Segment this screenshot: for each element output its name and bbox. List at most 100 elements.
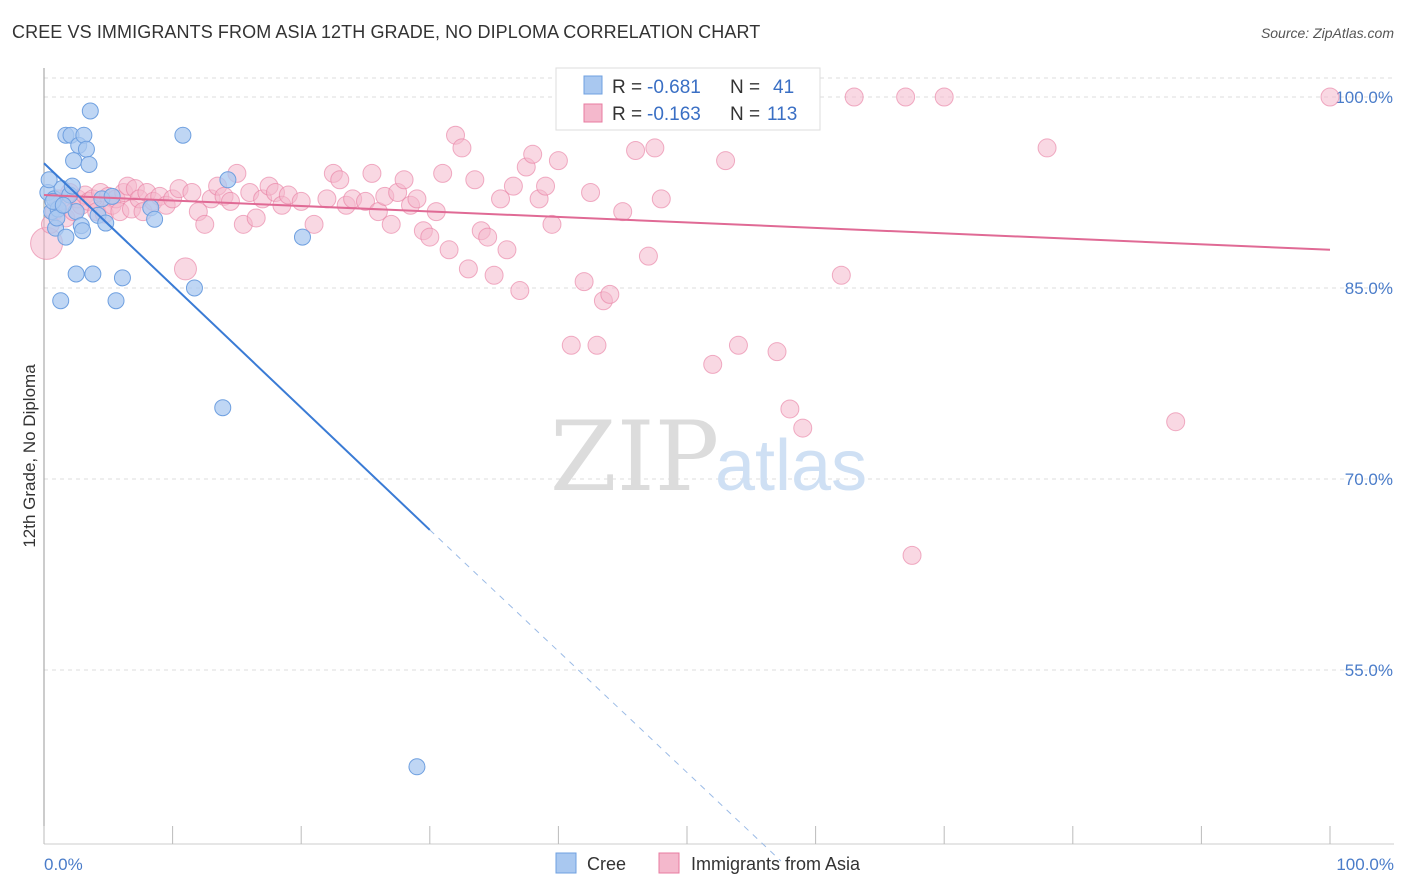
asia-point bbox=[1320, 87, 1340, 107]
y-tick-label: 100.0% bbox=[1335, 88, 1393, 107]
asia-point bbox=[173, 257, 197, 281]
cree-point bbox=[67, 265, 85, 283]
x-tick-label-max: 100.0% bbox=[1336, 855, 1394, 874]
cree-point bbox=[293, 228, 311, 246]
x-tick-label-min: 0.0% bbox=[44, 855, 83, 874]
bottom-legend-asia-label: Immigrants from Asia bbox=[691, 854, 861, 874]
stats-legend: R = -0.681 N = 41 R = -0.163 N = 113 bbox=[555, 67, 821, 131]
asia-point bbox=[304, 214, 324, 234]
cree-point bbox=[107, 292, 125, 310]
cree-point bbox=[103, 187, 121, 205]
asia-point bbox=[767, 342, 787, 362]
asia-point bbox=[291, 191, 311, 211]
y-axis-title: 12th Grade, No Diploma bbox=[20, 364, 39, 548]
asia-point bbox=[600, 284, 620, 304]
asia-point bbox=[793, 418, 813, 438]
asia-point bbox=[645, 138, 665, 158]
asia-point bbox=[934, 87, 954, 107]
y-tick-label: 70.0% bbox=[1345, 470, 1393, 489]
asia-point bbox=[465, 170, 485, 190]
asia-point bbox=[433, 163, 453, 183]
asia-point bbox=[844, 87, 864, 107]
asia-point bbox=[831, 265, 851, 285]
cree-point bbox=[74, 222, 92, 240]
cree-point bbox=[214, 399, 232, 417]
cree-point bbox=[54, 196, 72, 214]
asia-point bbox=[561, 335, 581, 355]
bottom-legend-cree-label: Cree bbox=[587, 854, 626, 874]
cree-point bbox=[146, 210, 164, 228]
asia-point bbox=[548, 151, 568, 171]
cree-point bbox=[77, 140, 95, 158]
asia-point bbox=[523, 144, 543, 164]
cree-r-value: -0.681 bbox=[647, 77, 701, 98]
cree-point bbox=[52, 292, 70, 310]
chart-title: CREE VS IMMIGRANTS FROM ASIA 12TH GRADE,… bbox=[12, 22, 761, 42]
asia-point bbox=[542, 214, 562, 234]
asia-point bbox=[581, 183, 601, 202]
asia-point bbox=[780, 399, 800, 419]
x-axis-ticks bbox=[43, 826, 1331, 844]
cree-n-value: 41 bbox=[773, 77, 794, 98]
watermark-zip: ZIP bbox=[550, 401, 719, 513]
asia-point bbox=[452, 138, 472, 158]
asia-point bbox=[381, 214, 401, 234]
asia-point bbox=[587, 335, 607, 355]
bottom-legend: Cree Immigrants from Asia bbox=[555, 852, 861, 874]
asia-point bbox=[574, 272, 594, 292]
cree-r-label: R = bbox=[612, 77, 642, 98]
asia-r-value: -0.163 bbox=[647, 104, 701, 125]
asia-legend-swatch bbox=[583, 103, 603, 123]
asia-point bbox=[458, 259, 478, 279]
cree-point bbox=[63, 177, 81, 195]
cree-point bbox=[84, 265, 102, 283]
cree-point bbox=[81, 102, 99, 120]
asia-point bbox=[478, 227, 498, 247]
cree-point bbox=[174, 126, 192, 144]
asia-point bbox=[613, 202, 633, 222]
asia-point bbox=[510, 281, 530, 301]
asia-point bbox=[703, 354, 723, 374]
asia-point bbox=[330, 170, 350, 190]
asia-r-label: R = bbox=[612, 104, 642, 125]
source-label: Source: ZipAtlas.com bbox=[1260, 25, 1394, 41]
cree-point bbox=[40, 171, 58, 189]
bottom-legend-asia-swatch bbox=[658, 852, 680, 874]
cree-trend-line bbox=[43, 162, 431, 531]
cree-point bbox=[57, 228, 75, 246]
asia-point bbox=[651, 189, 671, 209]
cree-point bbox=[65, 152, 83, 170]
cree-legend-swatch bbox=[583, 75, 603, 95]
asia-point bbox=[246, 208, 266, 228]
asia-point bbox=[728, 335, 748, 355]
asia-point bbox=[420, 227, 440, 247]
asia-point bbox=[491, 189, 511, 209]
asia-n-value: 113 bbox=[767, 104, 797, 125]
asia-point bbox=[362, 163, 382, 183]
asia-point bbox=[503, 176, 523, 196]
asia-point bbox=[439, 240, 459, 260]
asia-point bbox=[896, 87, 916, 107]
asia-point bbox=[220, 191, 240, 211]
asia-point bbox=[716, 151, 736, 171]
cree-point bbox=[185, 279, 203, 297]
trend-lines bbox=[43, 162, 1331, 862]
cree-point bbox=[408, 758, 426, 776]
asia-n-label: N = bbox=[730, 104, 760, 125]
asia-point bbox=[497, 240, 517, 260]
y-tick-label: 55.0% bbox=[1345, 661, 1393, 680]
cree-point bbox=[75, 126, 93, 144]
y-tick-labels: 55.0% 70.0% 85.0% 100.0% bbox=[1335, 88, 1393, 680]
asia-point bbox=[317, 189, 337, 209]
asia-trend-line bbox=[43, 194, 1331, 251]
asia-point bbox=[1166, 412, 1186, 432]
cree-point bbox=[80, 155, 98, 173]
asia-point bbox=[638, 246, 658, 266]
asia-point bbox=[902, 545, 922, 565]
asia-point bbox=[626, 140, 646, 160]
cree-point bbox=[219, 171, 237, 189]
asia-point bbox=[356, 191, 375, 211]
asia-point bbox=[484, 265, 504, 285]
cree-point bbox=[113, 269, 131, 287]
